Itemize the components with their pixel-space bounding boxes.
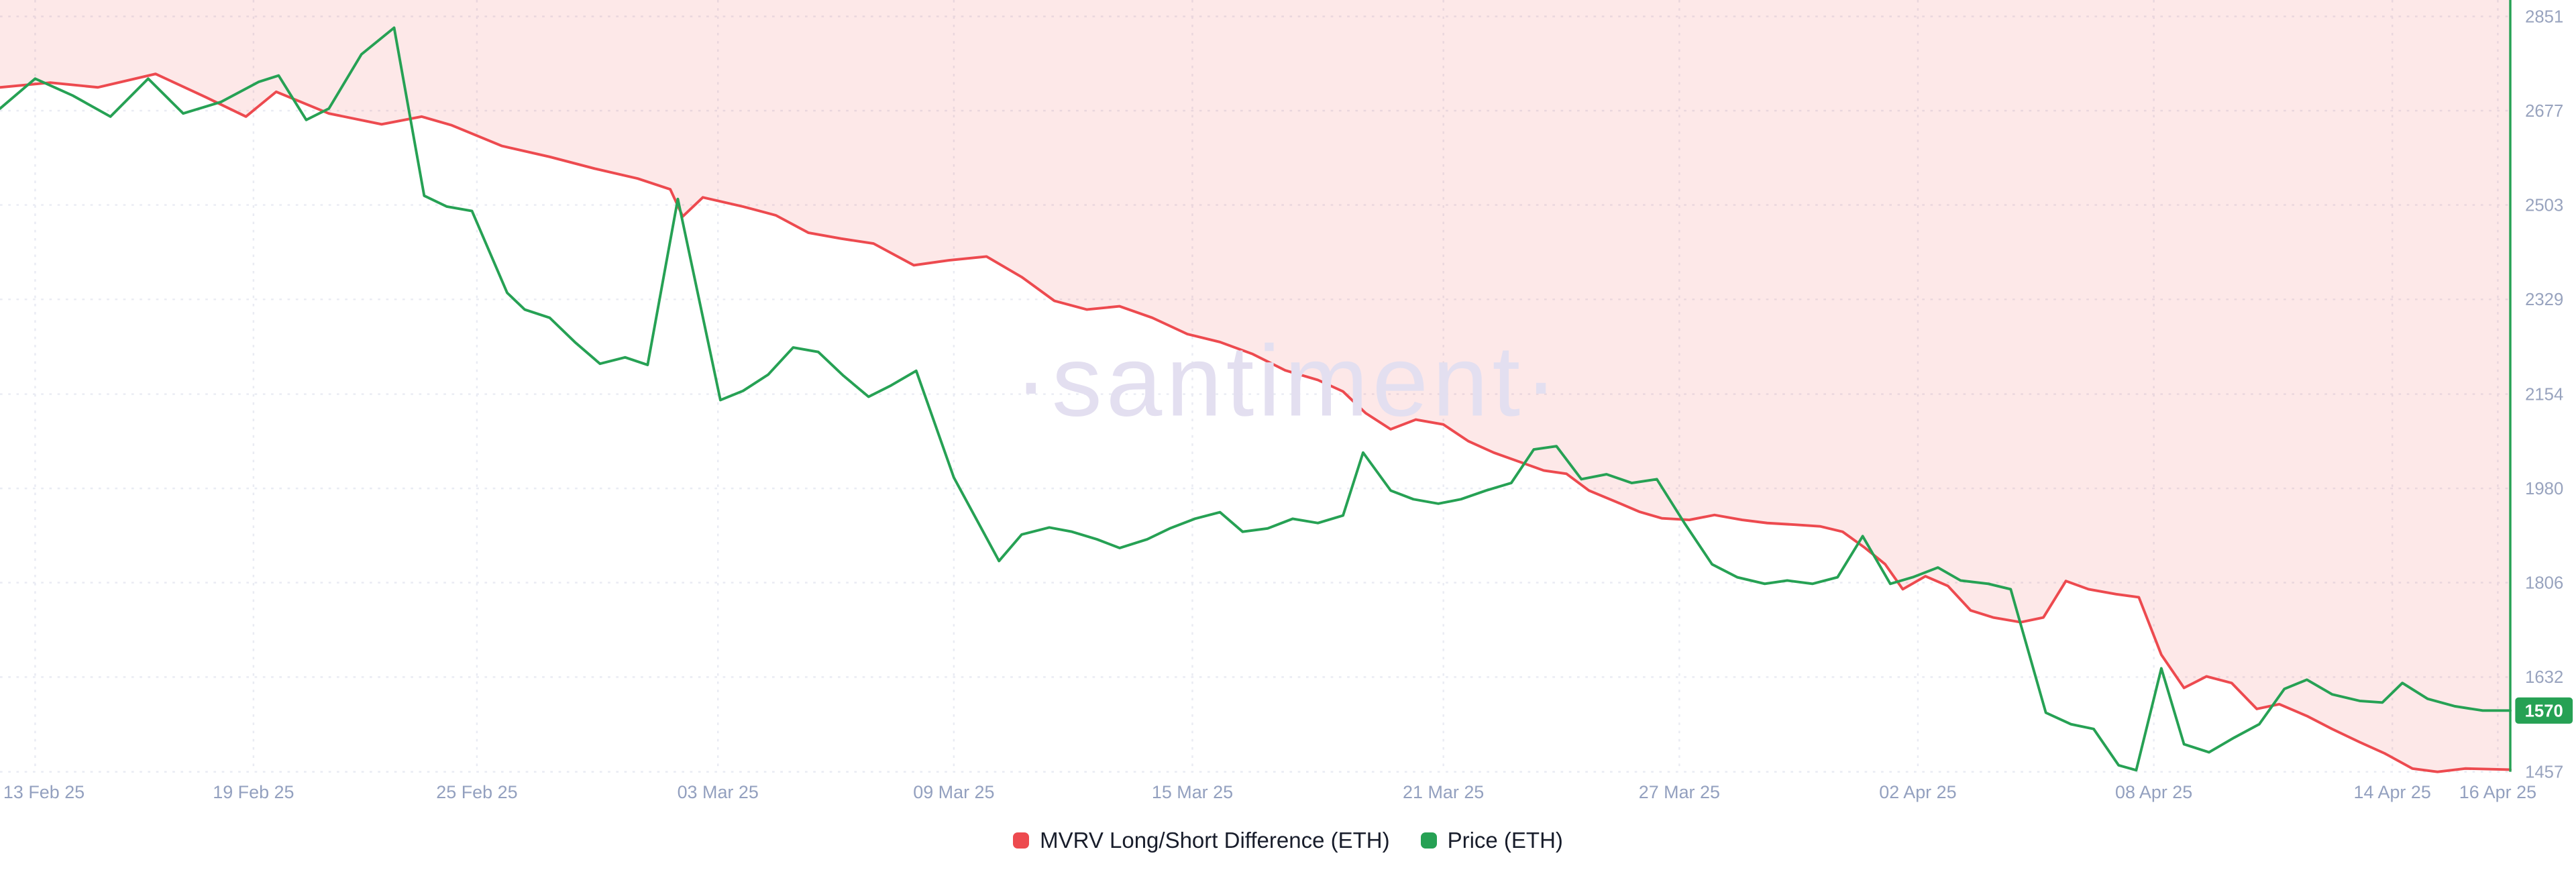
price-line (0, 26, 2512, 772)
x-axis-tick-label: 13 Feb 25 (3, 782, 85, 802)
x-axis-tick-label: 16 Apr 25 (2459, 782, 2536, 802)
y-axis-tick-label: 2677 (2525, 102, 2563, 121)
y-axis-tick-label: 2503 (2525, 196, 2563, 215)
mvrv-line (0, 72, 2512, 773)
santiment-watermark: ·santiment· (1014, 324, 1562, 437)
legend: MVRV Long/Short Difference (ETH) Price (… (0, 828, 2576, 853)
y-axis-tick-label: 1457 (2525, 763, 2563, 781)
y-axis-tick-label: 2851 (2525, 7, 2563, 26)
x-axis-tick-label: 02 Apr 25 (1879, 782, 1956, 802)
y-axis-tick-label: 2329 (2525, 290, 2563, 309)
price-legend-swatch-icon (1420, 832, 1437, 849)
mvrv-area-fill (0, 0, 2511, 772)
legend-item-mvrv[interactable]: MVRV Long/Short Difference (ETH) (1013, 828, 1390, 853)
x-axis-tick-label: 09 Mar 25 (913, 782, 994, 802)
x-axis-tick-label: 25 Feb 25 (436, 782, 517, 802)
x-axis-tick-label: 08 Apr 25 (2115, 782, 2192, 802)
x-axis-tick-label: 14 Apr 25 (2354, 782, 2431, 802)
y-axis-tick-label: 1806 (2525, 574, 2563, 592)
y-axis-tick-label: 2154 (2525, 385, 2563, 404)
x-axis-tick-label: 19 Feb 25 (213, 782, 294, 802)
last-price-badge-value: 1570 (2525, 702, 2563, 721)
mvrv-legend-label: MVRV Long/Short Difference (ETH) (1040, 828, 1390, 853)
legend-item-price[interactable]: Price (ETH) (1420, 828, 1563, 853)
price-legend-label: Price (ETH) (1447, 828, 1563, 853)
y-axis-tick-label: 1980 (2525, 480, 2563, 498)
last-price-badge (2515, 697, 2573, 724)
x-axis-tick-label: 27 Mar 25 (1639, 782, 1720, 802)
y-axis-tick-label: 1632 (2525, 668, 2563, 687)
x-axis-tick-label: 21 Mar 25 (1403, 782, 1484, 802)
x-axis-tick-label: 15 Mar 25 (1152, 782, 1233, 802)
mvrv-legend-swatch-icon (1013, 832, 1030, 849)
x-axis-tick-label: 03 Mar 25 (678, 782, 759, 802)
